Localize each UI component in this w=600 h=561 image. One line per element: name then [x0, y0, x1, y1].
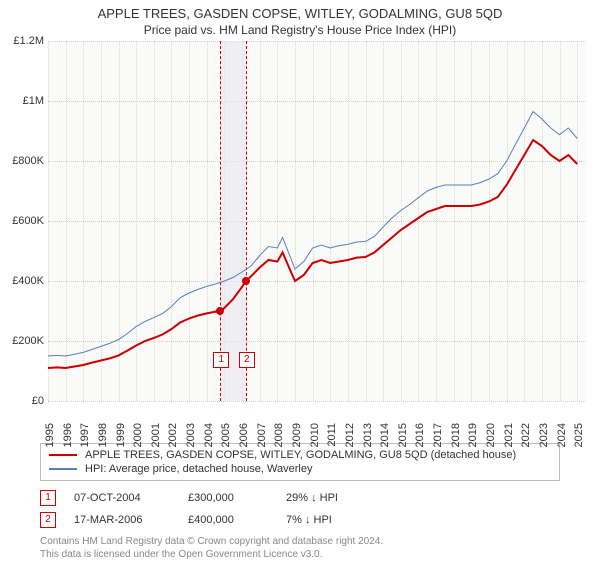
events-table: 1 07-OCT-2004 £300,000 29% ↓ HPI 2 17-MAR-200…: [40, 487, 560, 531]
legend-item: HPI: Average price, detached house, Wave…: [49, 462, 551, 476]
event-id-box: 2: [40, 512, 56, 528]
x-tick-label: 2010: [309, 423, 321, 447]
x-tick-label: 2009: [291, 423, 303, 447]
x-tick-label: 2018: [450, 423, 462, 447]
x-tick-label: 2021: [503, 423, 515, 447]
chart-container: APPLE TREES, GASDEN COPSE, WITLEY, GODAL…: [0, 0, 600, 560]
x-tick-label: 2015: [397, 423, 409, 447]
legend-swatch: [49, 454, 77, 456]
footer-attribution: Contains HM Land Registry data © Crown c…: [40, 535, 560, 561]
legend-swatch: [49, 468, 77, 470]
x-tick-label: 1999: [115, 423, 127, 447]
y-tick-label: £1M: [0, 95, 44, 107]
x-tick-label: 1998: [97, 423, 109, 447]
x-tick-label: 2000: [132, 423, 144, 447]
x-tick-label: 2014: [379, 423, 391, 447]
event-row: 1 07-OCT-2004 £300,000 29% ↓ HPI: [40, 487, 560, 509]
event-dot: [216, 307, 224, 315]
chart-title: APPLE TREES, GASDEN COPSE, WITLEY, GODAL…: [0, 0, 600, 21]
x-tick-label: 2001: [150, 423, 162, 447]
event-delta: 7% ↓ HPI: [286, 514, 372, 526]
event-price: £300,000: [188, 492, 268, 504]
event-row: 2 17-MAR-2006 £400,000 7% ↓ HPI: [40, 509, 560, 531]
x-tick-label: 2012: [344, 423, 356, 447]
legend-label: HPI: Average price, detached house, Wave…: [85, 463, 312, 475]
x-tick-label: 2016: [414, 423, 426, 447]
chart-subtitle: Price paid vs. HM Land Registry's House …: [0, 21, 600, 41]
gridline-h: [48, 401, 586, 402]
x-tick-label: 2007: [256, 423, 268, 447]
series-lines: [48, 41, 586, 401]
event-price: £400,000: [188, 514, 268, 526]
y-tick-label: £0: [0, 395, 44, 407]
event-dot: [242, 277, 250, 285]
y-tick-label: £600K: [0, 215, 44, 227]
x-tick-label: 2004: [203, 423, 215, 447]
x-tick-label: 2002: [167, 423, 179, 447]
y-tick-label: £200K: [0, 335, 44, 347]
x-tick-label: 2024: [556, 423, 568, 447]
plot-area: £0£200K£400K£600K£800K£1M£1.2M1995199619…: [48, 41, 586, 401]
x-tick-label: 2008: [273, 423, 285, 447]
x-tick-label: 2020: [485, 423, 497, 447]
x-tick-label: 2025: [573, 423, 585, 447]
x-tick-label: 2005: [220, 423, 232, 447]
y-tick-label: £400K: [0, 275, 44, 287]
x-tick-label: 2022: [520, 423, 532, 447]
legend: APPLE TREES, GASDEN COPSE, WITLEY, GODAL…: [40, 443, 560, 481]
x-tick-label: 2011: [326, 423, 338, 447]
y-tick-label: £1.2M: [0, 35, 44, 47]
event-date: 17-MAR-2006: [74, 514, 170, 526]
x-tick-label: 2003: [185, 423, 197, 447]
event-id-box: 1: [40, 490, 56, 506]
legend-item: APPLE TREES, GASDEN COPSE, WITLEY, GODAL…: [49, 448, 551, 462]
x-tick-label: 2017: [432, 423, 444, 447]
event-date: 07-OCT-2004: [74, 492, 170, 504]
y-tick-label: £800K: [0, 155, 44, 167]
footer-line-2: This data is licensed under the Open Gov…: [40, 548, 560, 561]
x-tick-label: 2013: [362, 423, 374, 447]
legend-label: APPLE TREES, GASDEN COPSE, WITLEY, GODAL…: [85, 449, 516, 461]
event-marker-box: 2: [239, 352, 255, 368]
event-delta: 29% ↓ HPI: [286, 492, 372, 504]
event-marker-box: 1: [213, 352, 229, 368]
x-tick-label: 2006: [238, 423, 250, 447]
x-tick-label: 1995: [44, 423, 56, 447]
footer-line-1: Contains HM Land Registry data © Crown c…: [40, 535, 560, 548]
x-tick-label: 1997: [79, 423, 91, 447]
x-tick-label: 2023: [538, 423, 550, 447]
x-tick-label: 2019: [467, 423, 479, 447]
series-hpi: [48, 112, 577, 357]
x-tick-label: 1996: [62, 423, 74, 447]
